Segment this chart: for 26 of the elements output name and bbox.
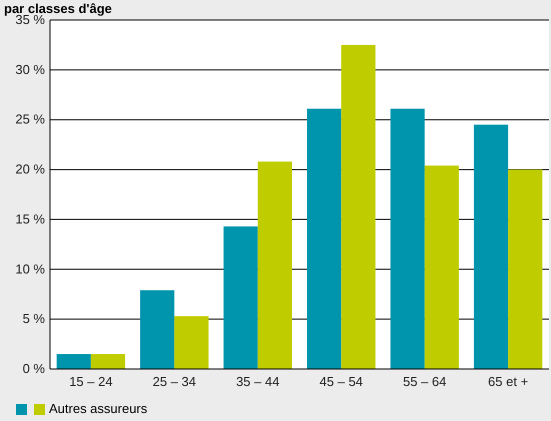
y-tick-label: 15 % — [15, 211, 46, 226]
y-tick-label: 0 % — [22, 361, 46, 376]
bar — [341, 44, 376, 369]
bar — [307, 108, 342, 369]
x-tick-label: 45 – 54 — [320, 374, 363, 389]
y-tick-label: 5 % — [22, 311, 46, 326]
bar — [424, 166, 459, 369]
bar — [258, 162, 292, 369]
x-tick-label: 65 et + — [488, 374, 528, 389]
legend-label: Autres assureurs — [49, 401, 148, 416]
bar — [140, 290, 174, 369]
bar — [56, 354, 91, 369]
x-tick-label: 55 – 64 — [402, 374, 446, 389]
y-tick-label: 25 % — [15, 112, 46, 127]
y-tick-label: 20 % — [15, 162, 46, 177]
x-tick-label: 35 – 44 — [236, 374, 280, 389]
bar — [90, 354, 126, 369]
bar — [508, 170, 542, 369]
bar — [390, 108, 425, 369]
x-tick-label: 25 – 34 — [152, 374, 196, 389]
x-tick-label: 15 – 24 — [69, 374, 113, 389]
y-tick-label: 30 % — [15, 62, 46, 77]
bar — [174, 316, 209, 369]
y-tick-label: 10 % — [15, 261, 46, 276]
bar — [224, 226, 258, 369]
bar — [474, 124, 508, 369]
